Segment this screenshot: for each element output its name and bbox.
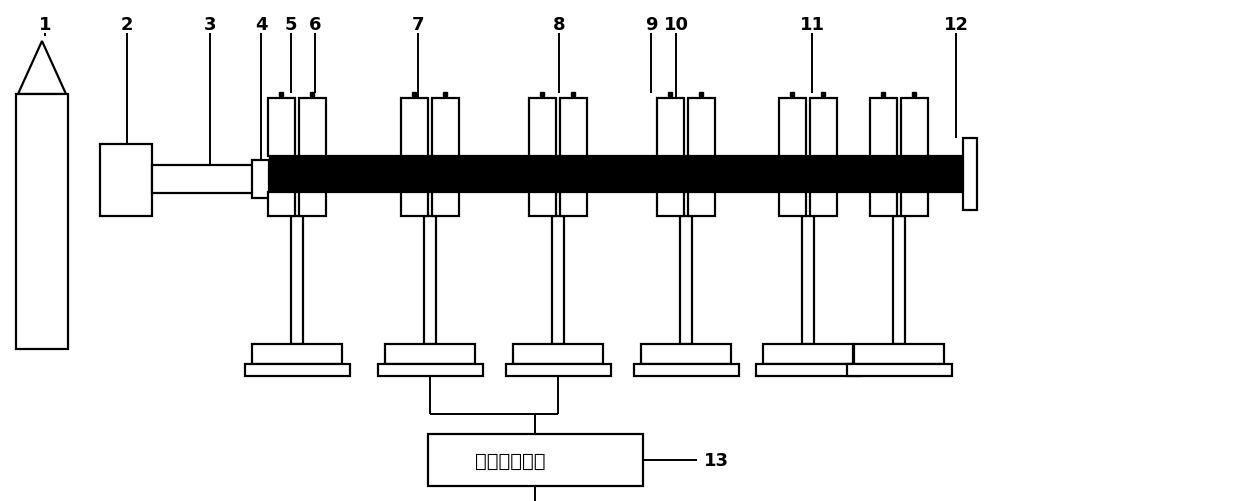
Bar (268, 99, 295, 157)
Circle shape (741, 168, 755, 182)
Text: 2: 2 (120, 16, 134, 34)
Bar (291, 216, 304, 344)
Text: 7: 7 (411, 16, 424, 34)
Text: 超动态应变仪: 超动态应变仪 (475, 450, 545, 469)
Bar (779, 192, 807, 216)
Circle shape (618, 168, 632, 182)
Text: 3: 3 (203, 16, 217, 34)
Bar (506, 364, 611, 376)
Text: 11: 11 (799, 16, 824, 34)
Bar (810, 192, 838, 216)
Bar (688, 192, 715, 216)
Bar (513, 344, 603, 364)
Text: 6: 6 (309, 16, 321, 34)
Bar (299, 192, 326, 216)
Bar (16, 95, 68, 349)
Bar (688, 99, 715, 157)
Text: 13: 13 (704, 451, 729, 469)
Bar (378, 364, 483, 376)
Text: 12: 12 (944, 16, 969, 34)
Text: 8: 8 (553, 16, 565, 34)
Bar (870, 192, 897, 216)
Bar (553, 216, 564, 344)
Text: 4: 4 (255, 16, 268, 34)
Text: 9: 9 (644, 16, 657, 34)
Circle shape (493, 168, 507, 182)
Bar (893, 216, 904, 344)
Bar (424, 216, 436, 344)
Bar (901, 99, 928, 157)
Bar (641, 344, 731, 364)
Bar (529, 99, 556, 157)
Bar (870, 99, 897, 157)
Bar (252, 161, 269, 198)
Bar (963, 139, 978, 210)
Bar (560, 99, 587, 157)
Bar (847, 364, 952, 376)
Bar (152, 166, 258, 193)
Bar (529, 192, 556, 216)
Bar (385, 344, 475, 364)
Text: 1: 1 (38, 16, 51, 34)
Bar (901, 192, 928, 216)
Bar (634, 364, 738, 376)
Bar (427, 434, 643, 486)
Bar (779, 99, 807, 157)
Bar (270, 157, 965, 192)
Bar (401, 192, 427, 216)
Bar (560, 192, 587, 216)
Polygon shape (19, 42, 66, 95)
Bar (854, 344, 944, 364)
Bar (245, 364, 349, 376)
Bar (756, 364, 861, 376)
Bar (268, 192, 295, 216)
Circle shape (382, 168, 395, 182)
Bar (252, 344, 342, 364)
Bar (657, 192, 684, 216)
Bar (100, 145, 152, 216)
Bar (802, 216, 814, 344)
Bar (657, 99, 684, 157)
Bar (810, 99, 838, 157)
Text: 10: 10 (664, 16, 689, 34)
Bar (680, 216, 693, 344)
Bar (432, 192, 458, 216)
Bar (763, 344, 852, 364)
Text: 5: 5 (285, 16, 297, 34)
Bar (432, 99, 458, 157)
Bar (401, 99, 427, 157)
Bar (299, 99, 326, 157)
